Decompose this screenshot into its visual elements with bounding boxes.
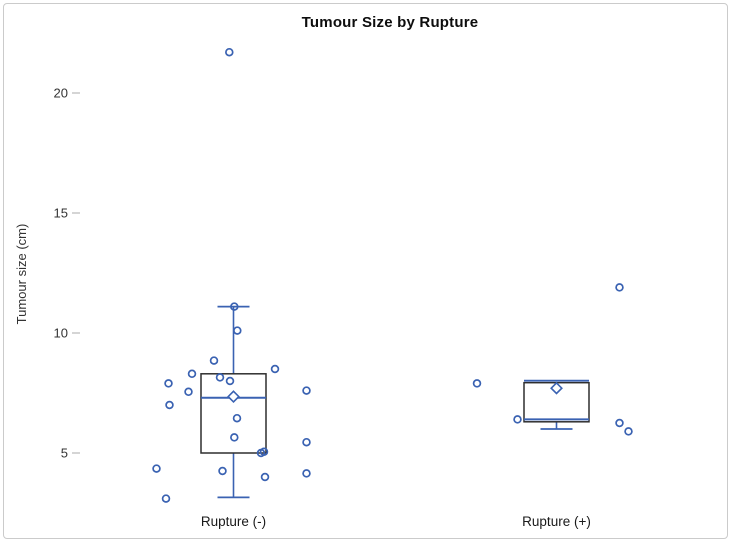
data-point — [302, 386, 311, 395]
mean-diamond — [227, 390, 240, 404]
data-point — [218, 466, 227, 476]
mean-diamond — [550, 381, 563, 395]
data-point — [302, 469, 311, 478]
data-point — [161, 494, 171, 503]
data-point — [164, 379, 173, 388]
y-tick-label: 15 — [54, 206, 68, 221]
box — [200, 373, 267, 454]
data-point — [624, 427, 633, 436]
x-category-label: Rupture (+) — [522, 514, 591, 529]
y-tick-label: 10 — [54, 326, 68, 341]
data-point — [187, 369, 197, 379]
data-point — [615, 283, 624, 292]
chart-frame — [3, 3, 728, 539]
data-point — [232, 413, 242, 423]
y-axis-title: Tumour size (cm) — [14, 224, 29, 325]
data-point — [615, 418, 624, 428]
data-point — [302, 437, 311, 447]
data-point — [215, 373, 225, 382]
x-category-label: Rupture (-) — [201, 514, 266, 529]
data-point — [472, 379, 482, 388]
data-point — [165, 400, 174, 410]
y-tick-label: 5 — [61, 446, 68, 461]
data-point — [209, 356, 219, 365]
data-point — [225, 47, 234, 57]
data-point — [230, 433, 239, 442]
data-point — [259, 447, 269, 457]
data-point — [152, 464, 161, 473]
chart-title: Tumour Size by Rupture — [301, 14, 479, 31]
y-tick-label: 20 — [54, 86, 68, 101]
data-point — [225, 376, 235, 386]
data-point — [184, 387, 193, 397]
data-point — [260, 472, 270, 482]
data-point — [270, 364, 280, 374]
data-point — [513, 415, 522, 424]
data-point — [230, 302, 239, 311]
data-point — [233, 326, 242, 335]
